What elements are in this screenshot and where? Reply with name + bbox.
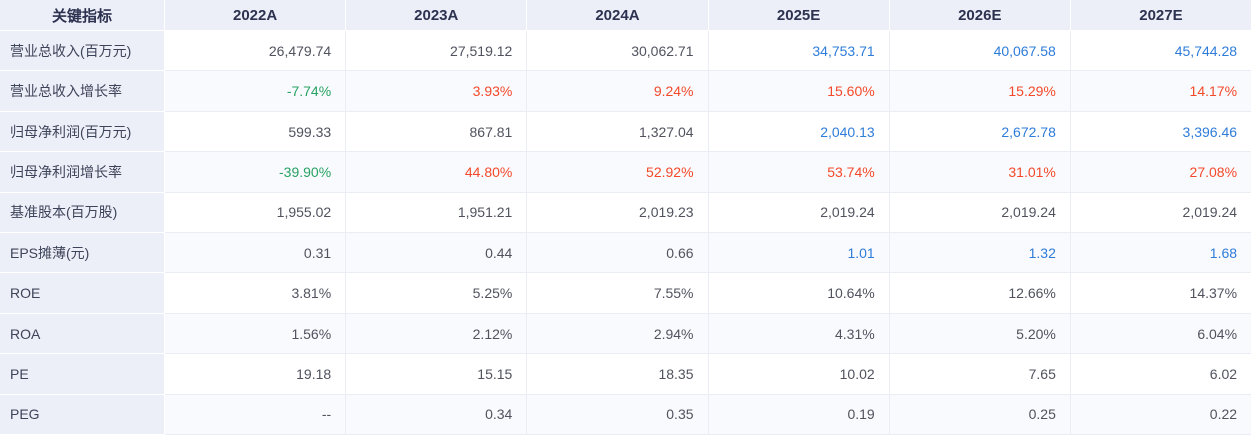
cell-2026E-row5: 2,019.24	[889, 192, 1071, 234]
cell-2027E-row6: 1.68	[1070, 233, 1251, 274]
cell-2025E-row10: 0.19	[708, 394, 890, 435]
cell-2025E-row6: 1.01	[708, 233, 890, 274]
cell-2025E-row2: 15.60%	[708, 71, 890, 112]
cell-2026E-row1: 40,067.58	[889, 31, 1071, 72]
cell-2022A-row10: --	[165, 394, 347, 435]
cell-2026E-row10: 0.25	[889, 394, 1071, 435]
cell-2024A-row2: 9.24%	[527, 71, 709, 112]
table-row: 营业总收入(百万元) 26,479.74 27,519.12 30,062.71 34…	[0, 31, 1251, 72]
row-label: 归母净利润(百万元)	[0, 111, 165, 153]
cell-2027E-row8: 6.04%	[1070, 313, 1251, 355]
cell-2027E-row4: 27.08%	[1070, 152, 1251, 193]
cell-2022A-row2: -7.74%	[165, 71, 347, 112]
cell-2023A-row6: 0.44	[346, 233, 528, 274]
cell-2027E-row2: 14.17%	[1070, 71, 1251, 112]
column-header-2026E: 2026E	[889, 0, 1071, 31]
cell-2023A-row8: 2.12%	[346, 313, 528, 355]
cell-2026E-row3: 2,672.78	[889, 111, 1071, 153]
column-header-2023A: 2023A	[346, 0, 528, 31]
cell-2023A-row4: 44.80%	[346, 152, 528, 193]
cell-2024A-row10: 0.35	[527, 394, 709, 435]
table-row: PEG -- 0.34 0.35 0.19 0.25 0.22	[0, 394, 1251, 435]
row-label: PE	[0, 354, 165, 395]
cell-2022A-row1: 26,479.74	[165, 31, 347, 72]
cell-2024A-row6: 0.66	[527, 233, 709, 274]
cell-2025E-row7: 10.64%	[708, 273, 890, 314]
table-row: 基准股本(百万股) 1,955.02 1,951.21 2,019.23 2,019.…	[0, 192, 1251, 234]
cell-2027E-row10: 0.22	[1070, 394, 1251, 435]
table-row: EPS摊薄(元) 0.31 0.44 0.66 1.01 1.32 1.68	[0, 233, 1251, 274]
row-label: ROA	[0, 313, 165, 355]
cell-2023A-row2: 3.93%	[346, 71, 528, 112]
cell-2022A-row9: 19.18	[165, 354, 347, 395]
cell-2026E-row9: 7.65	[889, 354, 1071, 395]
row-label: ROE	[0, 273, 165, 314]
row-label: 营业总收入增长率	[0, 71, 165, 112]
cell-2027E-row5: 2,019.24	[1070, 193, 1251, 234]
cell-2025E-row4: 53.74%	[708, 152, 890, 193]
cell-2022A-row4: -39.90%	[165, 152, 347, 193]
cell-2026E-row8: 5.20%	[889, 313, 1071, 355]
cell-2022A-row5: 1,955.02	[165, 192, 347, 234]
column-header-2025E: 2025E	[708, 0, 890, 31]
cell-2023A-row10: 0.34	[346, 394, 528, 435]
cell-2024A-row4: 52.92%	[527, 152, 709, 193]
cell-2027E-row1: 45,744.28	[1070, 31, 1251, 72]
cell-2023A-row7: 5.25%	[346, 273, 528, 314]
cell-2027E-row7: 14.37%	[1070, 273, 1251, 314]
cell-2024A-row1: 30,062.71	[527, 31, 709, 72]
cell-2024A-row3: 1,327.04	[527, 111, 709, 153]
cell-2023A-row1: 27,519.12	[346, 31, 528, 72]
cell-2027E-row3: 3,396.46	[1070, 112, 1251, 153]
row-label: EPS摊薄(元)	[0, 233, 165, 274]
row-label: 营业总收入(百万元)	[0, 31, 165, 72]
cell-2023A-row3: 867.81	[346, 111, 528, 153]
table-body: 营业总收入(百万元) 26,479.74 27,519.12 30,062.71 34…	[0, 31, 1251, 435]
cell-2026E-row4: 31.01%	[889, 152, 1071, 193]
cell-2025E-row8: 4.31%	[708, 313, 890, 355]
table-row: 归母净利润增长率 -39.90% 44.80% 52.92% 53.74% 31.01%…	[0, 152, 1251, 193]
cell-2025E-row3: 2,040.13	[708, 111, 890, 153]
cell-2024A-row9: 18.35	[527, 354, 709, 395]
cell-2025E-row1: 34,753.71	[708, 31, 890, 72]
cell-2024A-row7: 7.55%	[527, 273, 709, 314]
cell-2024A-row8: 2.94%	[527, 313, 709, 355]
cell-2027E-row9: 6.02	[1070, 354, 1251, 395]
cell-2026E-row6: 1.32	[889, 233, 1071, 274]
cell-2023A-row5: 1,951.21	[346, 192, 528, 234]
cell-2026E-row7: 12.66%	[889, 273, 1071, 314]
cell-2022A-row8: 1.56%	[165, 313, 347, 355]
table-header-row: 关键指标 2022A 2023A 2024A 2025E 2026E 2027E	[0, 0, 1251, 31]
row-label: 基准股本(百万股)	[0, 192, 165, 234]
table-row: 营业总收入增长率 -7.74% 3.93% 9.24% 15.60% 15.29% 14.…	[0, 71, 1251, 112]
cell-2024A-row5: 2,019.23	[527, 192, 709, 234]
cell-2026E-row2: 15.29%	[889, 71, 1071, 112]
cell-2025E-row9: 10.02	[708, 354, 890, 395]
column-header-indicator: 关键指标	[0, 0, 165, 31]
column-header-2022A: 2022A	[165, 0, 347, 31]
row-label: PEG	[0, 394, 165, 435]
row-label: 归母净利润增长率	[0, 152, 165, 193]
table-row: ROA 1.56% 2.12% 2.94% 4.31% 5.20% 6.04%	[0, 313, 1251, 355]
table-row: 归母净利润(百万元) 599.33 867.81 1,327.04 2,040.13 2…	[0, 111, 1251, 153]
cell-2022A-row6: 0.31	[165, 233, 347, 274]
cell-2025E-row5: 2,019.24	[708, 192, 890, 234]
cell-2023A-row9: 15.15	[346, 354, 528, 395]
cell-2022A-row3: 599.33	[165, 111, 347, 153]
column-header-2027E: 2027E	[1070, 0, 1251, 31]
cell-2022A-row7: 3.81%	[165, 273, 347, 314]
table-row: ROE 3.81% 5.25% 7.55% 10.64% 12.66% 14.37%	[0, 273, 1251, 314]
table-row: PE 19.18 15.15 18.35 10.02 7.65 6.02	[0, 354, 1251, 395]
column-header-2024A: 2024A	[527, 0, 709, 31]
